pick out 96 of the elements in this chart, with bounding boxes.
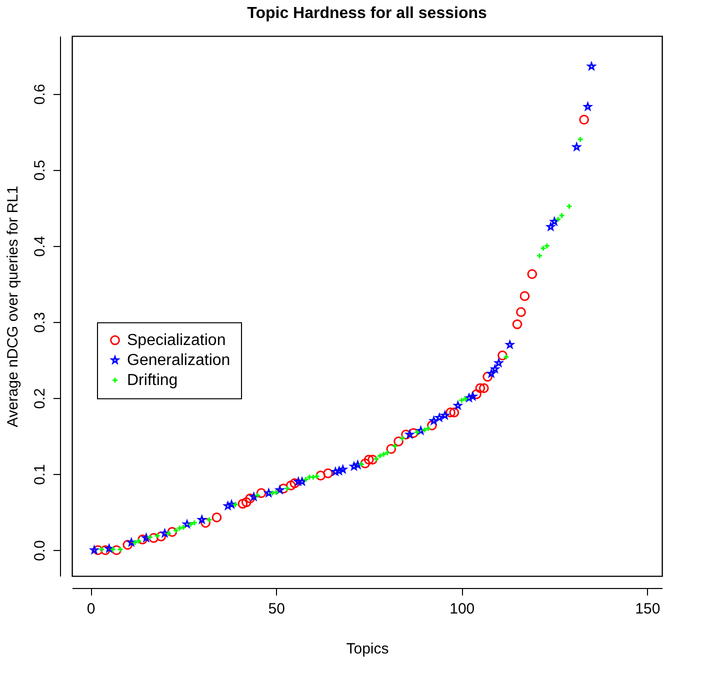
point: [302, 476, 309, 483]
point: [316, 470, 326, 481]
point: [122, 540, 133, 550]
point: [520, 291, 530, 302]
point: [566, 203, 572, 210]
point: [117, 546, 124, 553]
point: [487, 370, 496, 378]
point: [579, 114, 590, 125]
x-tick-label: 100: [450, 600, 475, 618]
point: [502, 354, 510, 360]
point: [269, 490, 276, 496]
point: [368, 454, 378, 465]
point: [516, 307, 526, 318]
y-tick-label: 0.3: [32, 312, 48, 333]
point: [544, 242, 550, 250]
point: [93, 545, 103, 556]
point: [364, 454, 374, 465]
y-tick-label: 0.2: [32, 388, 48, 409]
point: [156, 532, 166, 542]
point: [577, 136, 584, 143]
point: [165, 530, 172, 537]
legend-label: Generalization: [127, 352, 230, 370]
point: [176, 524, 183, 532]
point: [256, 488, 266, 498]
point: [146, 534, 154, 540]
point: [458, 397, 465, 404]
point: [386, 444, 396, 454]
point: [100, 545, 110, 556]
point: [380, 451, 387, 458]
point: [446, 408, 456, 418]
y-tick-label: 0.1: [32, 464, 48, 486]
point: [408, 428, 418, 438]
point: [232, 501, 238, 508]
point: [394, 436, 404, 446]
point: [427, 420, 437, 430]
point: [425, 425, 432, 432]
point: [527, 269, 538, 279]
point: [478, 383, 489, 394]
point: [536, 252, 543, 259]
point: [206, 516, 212, 523]
x-tick-label: 50: [268, 600, 285, 618]
chart-title: Topic Hardness for all sessions: [247, 5, 487, 22]
point: [540, 245, 546, 252]
point: [314, 473, 320, 480]
y-tick-label: 0.0: [32, 540, 48, 562]
point: [191, 520, 198, 526]
point: [399, 435, 406, 442]
point: [212, 512, 222, 522]
y-axis-title: Average nDCG over queries for RL1: [4, 186, 22, 428]
point: [224, 502, 232, 510]
point: [421, 426, 428, 434]
point: [112, 545, 122, 556]
point: [238, 498, 248, 509]
point: [310, 474, 316, 480]
point: [138, 534, 148, 544]
point: [254, 492, 261, 499]
point: [132, 539, 138, 546]
point: [290, 478, 300, 488]
y-tick-label: 0.5: [32, 160, 48, 181]
point: [401, 430, 411, 440]
point: [241, 497, 252, 508]
point: [200, 518, 211, 528]
point: [180, 524, 187, 531]
point: [167, 526, 178, 537]
point: [245, 494, 256, 504]
x-tick-label: 150: [635, 600, 660, 618]
point: [360, 458, 370, 468]
point: [376, 452, 384, 460]
point: [306, 474, 313, 480]
point: [323, 468, 333, 478]
point: [475, 383, 486, 394]
legend-label: Drifting: [127, 372, 178, 390]
point: [127, 538, 136, 546]
point: [449, 408, 460, 418]
legend-label: Specialization: [127, 332, 226, 350]
point: [482, 372, 493, 382]
point: [286, 480, 296, 490]
point: [498, 350, 508, 360]
point: [148, 533, 159, 543]
y-tick-label: 0.6: [32, 84, 48, 105]
point: [188, 521, 194, 528]
point: [512, 319, 522, 330]
point: [558, 212, 566, 219]
point: [172, 527, 180, 534]
point: [358, 461, 365, 468]
point: [136, 538, 142, 544]
point: [373, 456, 380, 462]
point: [284, 485, 290, 492]
x-tick-label: 0: [86, 600, 96, 618]
x-axis-title: Topics: [346, 640, 389, 658]
point: [392, 442, 398, 450]
point: [154, 532, 161, 539]
y-tick-label: 0.4: [32, 236, 48, 257]
point: [384, 450, 391, 456]
point: [472, 389, 482, 400]
point: [414, 429, 420, 436]
